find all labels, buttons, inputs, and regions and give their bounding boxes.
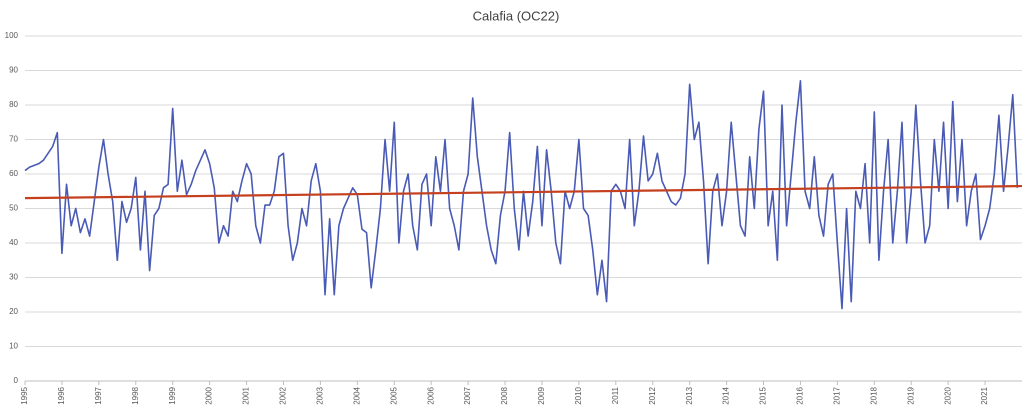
- x-tick-label: 2016: [796, 386, 805, 404]
- y-tick-label: 0: [14, 376, 19, 385]
- y-tick-label: 90: [9, 66, 18, 75]
- series-line: [24, 184, 1023, 200]
- chart-title: Calafia (OC22): [473, 8, 560, 23]
- x-tick-label: 1996: [57, 386, 66, 404]
- y-tick-label: 20: [9, 307, 18, 316]
- x-tick-label: 2000: [205, 386, 214, 404]
- x-tick-label: 2021: [980, 386, 989, 404]
- x-tick-label: 2001: [242, 386, 251, 404]
- x-tick-label: 2012: [648, 386, 657, 404]
- x-tick-label: 1995: [20, 386, 29, 404]
- y-tick-label: 70: [9, 135, 18, 144]
- x-tick-label: 2003: [316, 386, 325, 404]
- x-tick-label: 2019: [906, 386, 915, 404]
- x-tick-label: 1997: [94, 386, 103, 404]
- y-tick-label: 60: [9, 169, 18, 178]
- x-tick-label: 2017: [832, 386, 841, 404]
- x-tick-label: 2018: [869, 386, 878, 404]
- y-tick-label: 10: [9, 342, 18, 351]
- x-tick-label: 2013: [685, 386, 694, 404]
- x-tick-label: 2007: [463, 386, 472, 404]
- x-tick-label: 2005: [389, 386, 398, 404]
- y-tick-label: 40: [9, 238, 18, 247]
- x-tick-label: 2004: [352, 386, 361, 404]
- x-tick-label: 2011: [611, 386, 620, 404]
- x-tick-label: 2009: [537, 386, 546, 404]
- y-tick-label: 50: [9, 204, 18, 213]
- x-tick-label: 2020: [943, 386, 952, 404]
- x-tick-label: 2006: [426, 386, 435, 404]
- y-tick-label: 80: [9, 100, 18, 109]
- series-line: [24, 80, 1019, 310]
- x-tick-label: 2010: [574, 386, 583, 404]
- x-tick-label: 2015: [759, 386, 768, 404]
- x-tick-label: 2014: [722, 386, 731, 404]
- y-tick-label: 30: [9, 273, 18, 282]
- x-tick-label: 1999: [168, 386, 177, 404]
- x-tick-label: 2008: [500, 386, 509, 404]
- y-tick-label: 100: [5, 31, 19, 40]
- x-tick-label: 2002: [279, 386, 288, 404]
- x-tick-label: 1998: [131, 386, 140, 404]
